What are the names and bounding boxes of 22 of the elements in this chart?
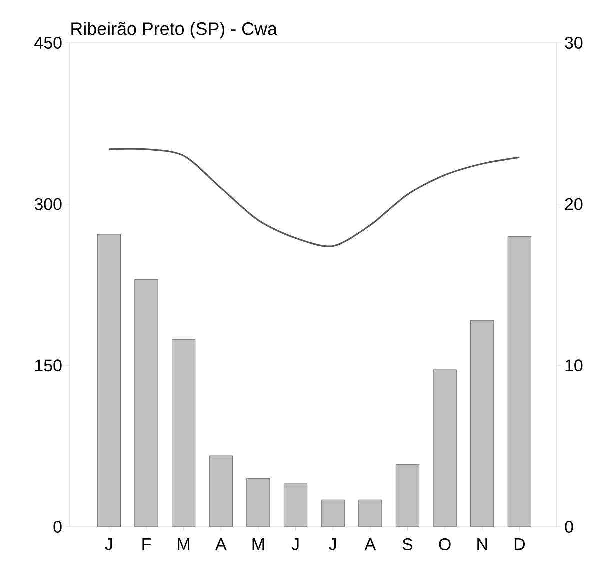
x-tick-label: J <box>292 538 299 550</box>
x-tick-label: A <box>216 538 227 550</box>
x-tick-label: M <box>252 538 264 550</box>
chart-title: Ribeirão Preto (SP) - Cwa <box>72 22 278 39</box>
x-tick-label: J <box>329 538 336 550</box>
x-tick-label: M <box>178 538 190 550</box>
y2-tick-label: 10 <box>566 360 583 372</box>
y-tick-label: 150 <box>36 360 62 372</box>
x-tick-label: S <box>402 538 413 551</box>
y-tick-label: 300 <box>34 198 62 210</box>
y-tick-label: 450 <box>34 37 62 49</box>
y2-tick-label: 20 <box>565 198 583 210</box>
x-tick-label: A <box>364 538 376 550</box>
x-tick-label: F <box>142 538 152 550</box>
y2-tick-label: 30 <box>565 37 583 49</box>
line-series <box>108 148 520 248</box>
x-tick-label: D <box>514 538 525 550</box>
x-tick-label: O <box>439 538 451 551</box>
y2-tick-label: 0 <box>565 521 574 533</box>
y-tick-label: 0 <box>54 521 62 533</box>
x-tick-label: J <box>105 538 112 550</box>
x-tick-label: N <box>478 538 488 550</box>
